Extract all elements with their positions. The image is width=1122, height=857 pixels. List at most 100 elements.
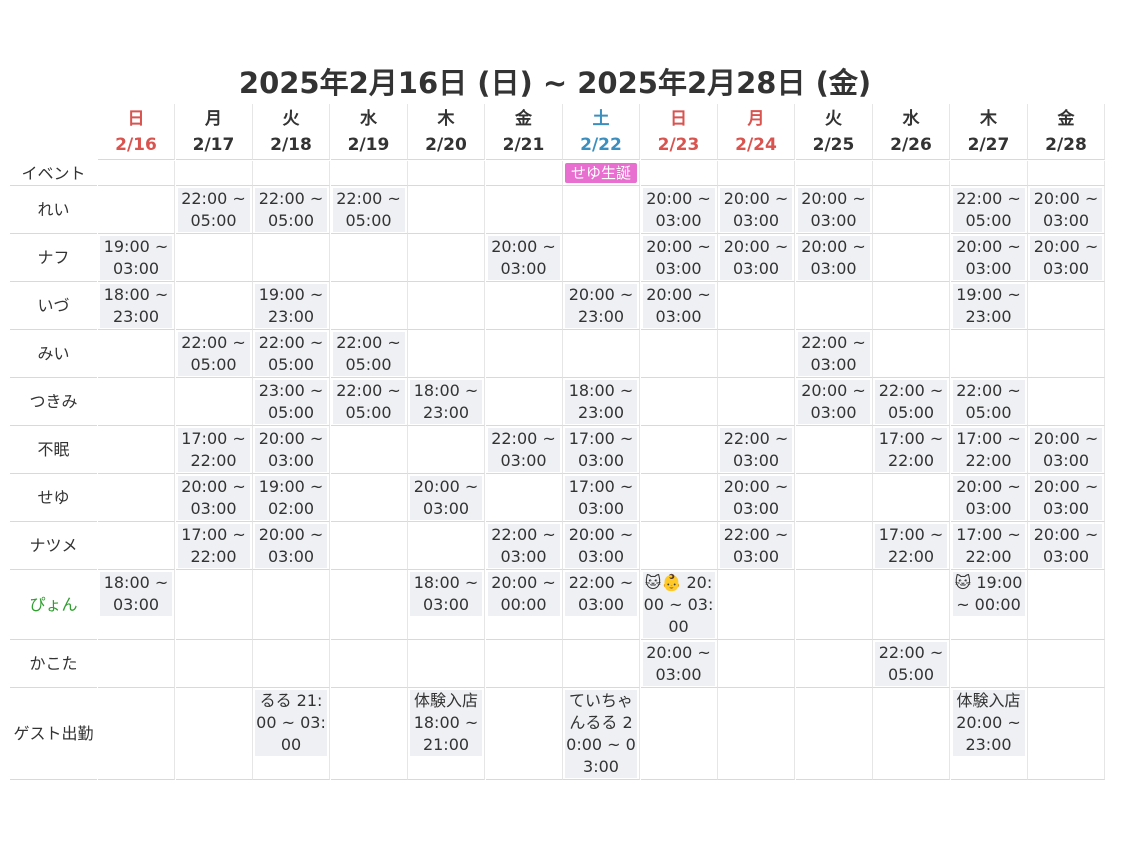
shift-time: 17:00 ~ 22:00 <box>875 524 947 568</box>
shift-cell: 17:00 ~ 22:00 <box>950 426 1028 474</box>
day-date: 2/19 <box>347 135 390 155</box>
shift-cell: 19:00 ~ 23:00 <box>253 282 330 330</box>
shift-time: 20:00 ~ 03:00 <box>1030 188 1102 232</box>
day-header: 日 2/16 <box>98 104 175 160</box>
shift-cell <box>485 640 563 688</box>
shift-cell: 22:00 ~ 03:00 <box>718 522 795 570</box>
shift-cell: 20:00 ~ 03:00 <box>253 426 330 474</box>
shift-cell <box>718 640 795 688</box>
day-of-week: 金 <box>1057 109 1075 129</box>
event-cell <box>253 161 330 186</box>
shift-cell: 22:00 ~ 03:00 <box>485 426 563 474</box>
shift-cell: 🐱👶 20:00 ~ 03:00 <box>640 570 718 640</box>
day-of-week: 木 <box>980 109 997 129</box>
row-label: ゲスト出勤 <box>10 688 97 780</box>
event-cell <box>485 161 563 186</box>
shift-cell: 20:00 ~ 03:00 <box>1028 234 1105 282</box>
event-cell <box>640 161 718 186</box>
shift-time: 20:00 ~ 03:00 <box>255 524 327 568</box>
row-label: みい <box>10 330 97 378</box>
shift-cell <box>330 640 408 688</box>
shift-cell: 20:00 ~ 03:00 <box>563 522 640 570</box>
day-date: 2/25 <box>812 135 855 155</box>
shift-cell: 22:00 ~ 05:00 <box>950 378 1028 426</box>
event-cell <box>873 161 950 186</box>
shift-time: 17:00 ~ 22:00 <box>177 428 250 472</box>
shift-time: 22:00 ~ 05:00 <box>952 188 1025 232</box>
shift-cell <box>175 282 253 330</box>
shift-cell <box>795 474 873 522</box>
day-of-week: 月 <box>205 109 222 129</box>
shift-cell <box>330 688 408 780</box>
shift-cell <box>563 330 640 378</box>
day-header: 水 2/19 <box>330 104 408 160</box>
shift-cell <box>795 688 873 780</box>
shift-cell <box>330 570 408 640</box>
day-header: 木 2/27 <box>950 104 1028 160</box>
shift-time: 22:00 ~ 05:00 <box>875 642 947 686</box>
event-cell <box>98 161 175 186</box>
shift-cell: 20:00 ~ 03:00 <box>1028 474 1105 522</box>
shift-time: 体験入店 20:00 ~ 23:00 <box>952 690 1025 756</box>
shift-cell: 体験入店 18:00 ~ 21:00 <box>408 688 485 780</box>
shift-time: 20:00 ~ 03:00 <box>952 236 1025 280</box>
shift-time: 18:00 ~ 23:00 <box>100 284 172 328</box>
shift-cell <box>408 330 485 378</box>
row-label: かこた <box>10 640 97 688</box>
shift-cell: るる 21:00 ~ 03:00 <box>253 688 330 780</box>
shift-cell: 22:00 ~ 03:00 <box>563 570 640 640</box>
shift-time: 20:00 ~ 00:00 <box>487 572 560 616</box>
shift-cell <box>1028 282 1105 330</box>
shift-time: 22:00 ~ 03:00 <box>720 524 792 568</box>
shift-time: 20:00 ~ 03:00 <box>720 188 792 232</box>
shift-time: 20:00 ~ 03:00 <box>565 524 637 568</box>
shift-time: 20:00 ~ 03:00 <box>1030 428 1102 472</box>
shift-cell <box>330 474 408 522</box>
shift-cell: 22:00 ~ 05:00 <box>253 330 330 378</box>
shift-cell: 22:00 ~ 05:00 <box>873 378 950 426</box>
event-cell <box>175 161 253 186</box>
event-cell <box>950 161 1028 186</box>
shift-time: 20:00 ~ 03:00 <box>720 476 792 520</box>
shift-time: 17:00 ~ 22:00 <box>952 524 1025 568</box>
shift-cell <box>718 282 795 330</box>
shift-cell: 20:00 ~ 03:00 <box>718 474 795 522</box>
row-label: つきみ <box>10 378 97 426</box>
row-label: れい <box>10 186 97 234</box>
shift-cell <box>718 330 795 378</box>
shift-time: 20:00 ~ 03:00 <box>797 188 870 232</box>
shift-time: 17:00 ~ 22:00 <box>177 524 250 568</box>
shift-cell <box>485 474 563 522</box>
shift-cell <box>1028 570 1105 640</box>
shift-time: 22:00 ~ 05:00 <box>332 332 405 376</box>
shift-cell <box>873 282 950 330</box>
day-of-week: 日 <box>670 109 687 129</box>
shift-time: 体験入店 18:00 ~ 21:00 <box>410 690 482 756</box>
event-cell <box>718 161 795 186</box>
shift-cell: 20:00 ~ 03:00 <box>1028 522 1105 570</box>
shift-time: 22:00 ~ 05:00 <box>332 188 405 232</box>
day-date: 2/17 <box>192 135 235 155</box>
shift-time: 17:00 ~ 22:00 <box>875 428 947 472</box>
shift-cell <box>485 378 563 426</box>
day-date: 2/21 <box>502 135 545 155</box>
shift-time: 22:00 ~ 05:00 <box>332 380 405 424</box>
shift-time: 17:00 ~ 03:00 <box>565 476 637 520</box>
row-label: イベント <box>10 161 97 186</box>
day-of-week: 火 <box>282 109 300 129</box>
shift-cell: 20:00 ~ 03:00 <box>640 186 718 234</box>
day-header: 日 2/23 <box>640 104 718 160</box>
shift-cell: 20:00 ~ 03:00 <box>795 378 873 426</box>
shift-time: るる 21:00 ~ 03:00 <box>255 690 327 756</box>
shift-cell: 22:00 ~ 05:00 <box>330 378 408 426</box>
shift-cell: 20:00 ~ 03:00 <box>640 234 718 282</box>
shift-cell <box>795 570 873 640</box>
shift-time: 20:00 ~ 03:00 <box>797 236 870 280</box>
shift-cell: 20:00 ~ 03:00 <box>175 474 253 522</box>
shift-cell: 22:00 ~ 05:00 <box>330 330 408 378</box>
event-cell: せゆ生誕 <box>563 161 640 186</box>
shift-cell: 20:00 ~ 03:00 <box>485 234 563 282</box>
shift-time: 22:00 ~ 03:00 <box>487 428 560 472</box>
shift-cell <box>98 426 175 474</box>
shift-cell: 22:00 ~ 05:00 <box>253 186 330 234</box>
